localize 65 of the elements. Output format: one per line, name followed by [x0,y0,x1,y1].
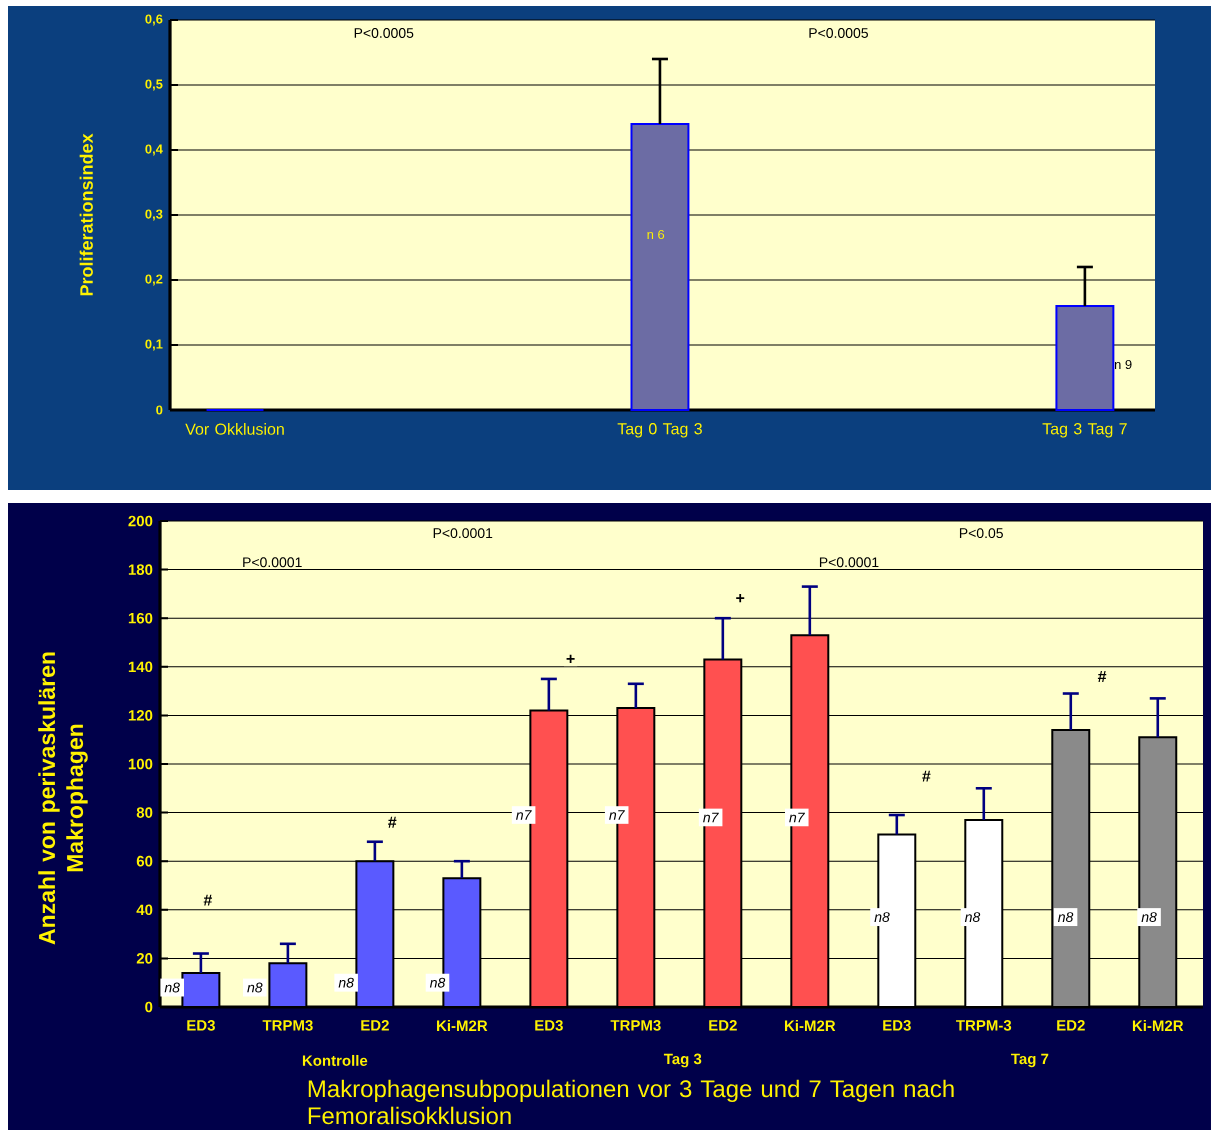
annotation: # [203,894,213,906]
annotation: P<0.05 [959,528,1003,539]
annotation: P<0.0001 [243,557,302,568]
y-tick-label: 0,1 [145,339,163,351]
y-tick-label: 120 [128,710,153,721]
annotation: # [388,816,397,828]
x-tick-label: ED2 [1057,1020,1085,1031]
y-tick-label: 0 [145,1001,153,1013]
x-tick-label: Tag 0 Tag 3 [617,423,702,438]
annotation: + [736,594,745,603]
y-tick-label: 80 [136,807,153,818]
y-tick-label: 160 [128,612,153,624]
x-tick-label: Ki-M2R [1132,1020,1184,1031]
annotation: n7 [703,812,719,823]
annotation: P<0.0001 [819,557,879,568]
x-tick-label: ED3 [883,1020,911,1031]
y-tick-label: 20 [136,953,153,964]
y-axis-title: Proliferationsindex [79,133,93,296]
x-tick-label: Vor Okklusion [185,423,284,435]
annotation: n8 [429,977,446,988]
x-tick-label: TRPM3 [610,1020,661,1031]
x-tick-label: ED3 [187,1020,215,1031]
annotation: n8 [247,982,263,993]
annotation: n 6 [647,229,665,240]
y-tick-label: 0,3 [145,209,163,221]
annotation: n7 [516,810,532,820]
annotation: n 9 [1114,359,1132,370]
annotation: P<0.0005 [809,28,868,38]
annotation: n8 [1057,912,1074,923]
x-tick-label: ED2 [709,1020,737,1031]
y-axis-title: Anzahl von perivaskulären Makrophagen [38,652,88,945]
x-tick-label: TRPM3 [262,1020,313,1031]
x-tick-label: TRPM-3 [956,1020,1012,1031]
x-tick-label: ED3 [535,1020,563,1031]
annotation: n8 [164,982,180,993]
x-tick-label: Ki-M2R [437,1020,488,1031]
text: Kontrolle [302,1054,368,1066]
x-tick-label: Tag 3 Tag 7 [1042,423,1127,438]
y-tick-label: 200 [128,515,153,527]
annotation: n8 [338,977,354,988]
annotation: n8 [874,912,890,923]
annotation: + [566,654,575,663]
text: Tag 3 [663,1053,702,1068]
y-tick-label: 0,5 [145,79,163,91]
y-tick-label: 40 [136,904,153,916]
annotation: n7 [609,810,625,820]
y-tick-label: 0 [156,405,163,415]
y-tick-label: 0,6 [145,14,163,26]
y-tick-label: 0,2 [145,274,163,286]
text: Tag 7 [1011,1053,1049,1068]
y-tick-label: 0,4 [145,144,163,156]
y-tick-label: 140 [128,661,153,673]
annotation: n7 [789,812,805,823]
y-tick-label: 100 [128,758,153,770]
annotation: n8 [1141,912,1157,923]
annotation: # [1097,671,1107,682]
x-tick-label: Ki-M2R [784,1020,836,1031]
annotation: P<0.0001 [433,528,493,539]
annotation: n8 [964,912,981,923]
y-tick-label: 60 [136,855,153,867]
x-tick-label: ED2 [361,1020,389,1031]
annotation: P<0.0005 [354,28,414,38]
y-tick-label: 180 [128,564,153,575]
x-axis-title: Makrophagensubpopulationen vor 3 Tage und 7 Tagen nach Femoralisokklusion [308,1079,954,1125]
annotation: # [922,770,931,782]
